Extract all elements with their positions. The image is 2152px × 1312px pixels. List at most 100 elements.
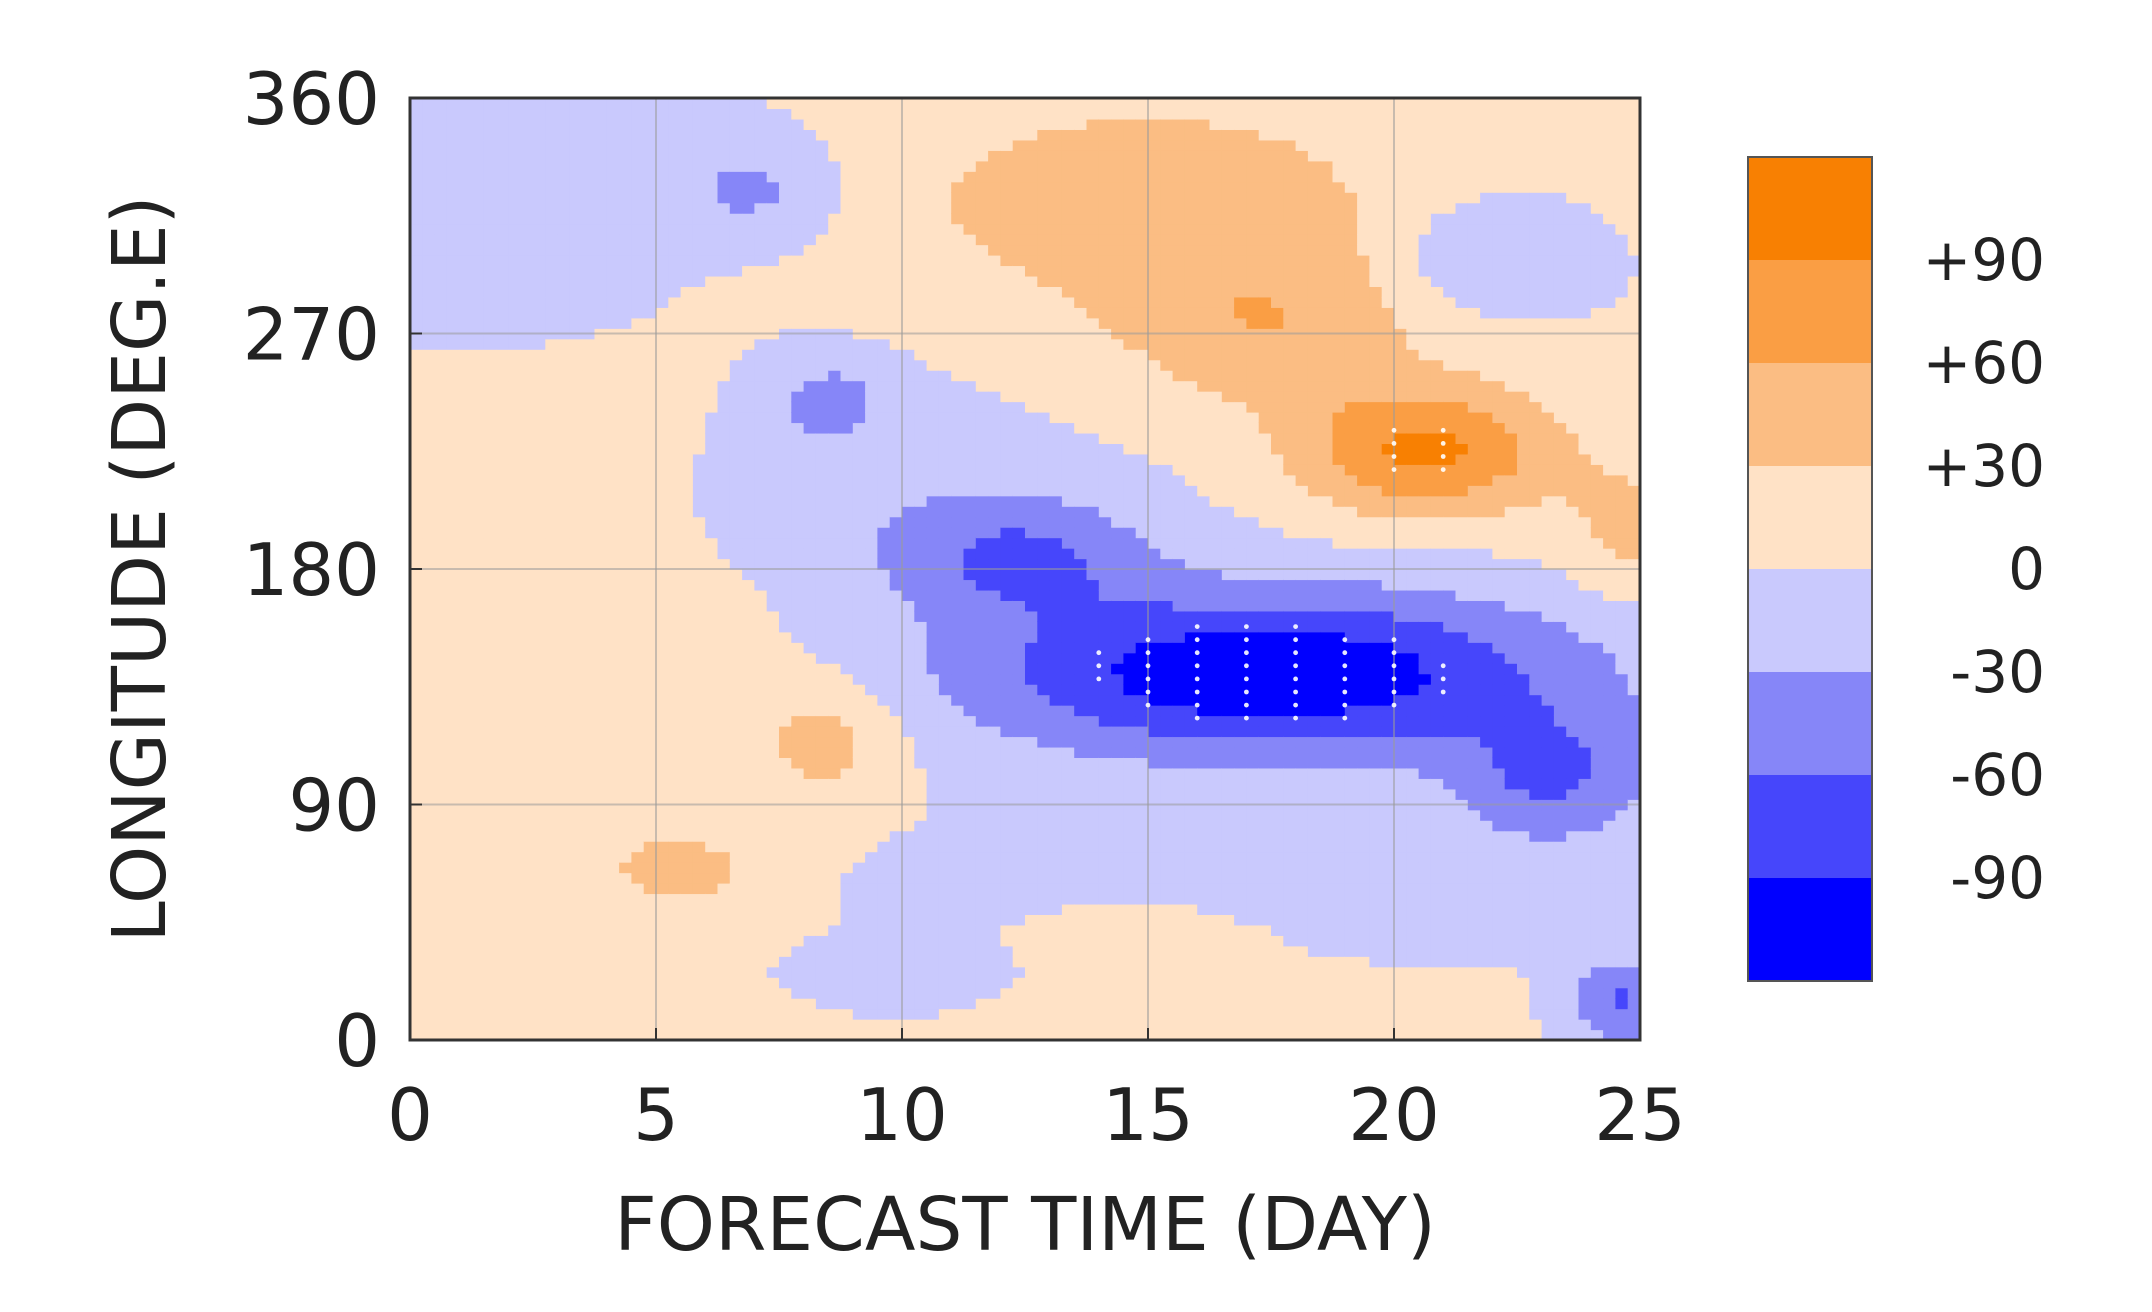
- heatmap-cell: [975, 307, 989, 319]
- heatmap-cell: [1012, 998, 1026, 1010]
- heatmap-cell: [865, 485, 878, 497]
- heatmap-cell: [779, 841, 792, 853]
- heatmap-cell: [975, 338, 989, 350]
- heatmap-cell: [1074, 558, 1088, 570]
- heatmap-cell: [938, 642, 952, 654]
- heatmap-cell: [520, 945, 534, 957]
- heatmap-cell: [803, 474, 817, 486]
- heatmap-cell: [729, 652, 743, 664]
- heatmap-cell: [791, 506, 805, 518]
- heatmap-cell: [692, 558, 706, 570]
- heatmap-cell: [1000, 506, 1014, 518]
- heatmap-cell: [742, 757, 755, 769]
- heatmap-cell: [779, 234, 792, 246]
- heatmap-cell: [729, 234, 743, 246]
- heatmap-cell: [840, 862, 854, 874]
- heatmap-cell: [668, 767, 682, 779]
- heatmap-cell: [496, 150, 509, 162]
- heatmap-cell: [656, 412, 669, 424]
- heatmap-cell: [496, 1019, 509, 1031]
- heatmap-cell: [729, 495, 743, 507]
- heatmap-cell: [779, 809, 792, 821]
- heatmap-cell: [619, 338, 632, 350]
- heatmap-cell: [410, 349, 423, 361]
- heatmap-cell: [914, 893, 928, 905]
- heatmap-cell: [1074, 935, 1088, 947]
- heatmap-cell: [434, 767, 448, 779]
- heatmap-cell: [828, 966, 842, 978]
- heatmap-cell: [988, 171, 1001, 183]
- heatmap-cell: [840, 903, 854, 915]
- heatmap-cell: [557, 192, 571, 204]
- heatmap-cell: [754, 171, 768, 183]
- heatmap-cell: [717, 1029, 731, 1041]
- heatmap-cell: [840, 307, 854, 319]
- heatmap-cell: [840, 213, 854, 225]
- heatmap-cell: [1061, 443, 1075, 455]
- heatmap-cell: [656, 715, 669, 727]
- heatmap-cell: [914, 370, 928, 382]
- heatmap-cell: [606, 778, 620, 790]
- heatmap-cell: [446, 642, 460, 654]
- heatmap-cell: [619, 893, 632, 905]
- heatmap-cell: [779, 391, 792, 403]
- heatmap-cell: [582, 129, 596, 141]
- heatmap-cell: [1086, 966, 1100, 978]
- heatmap-cell: [496, 506, 509, 518]
- heatmap-cell: [557, 956, 571, 968]
- heatmap-cell: [766, 202, 780, 214]
- heatmap-cell: [422, 841, 436, 853]
- heatmap-cell: [520, 150, 534, 162]
- heatmap-cell: [643, 370, 657, 382]
- heatmap-cell: [779, 715, 792, 727]
- heatmap-cell: [729, 610, 743, 622]
- heatmap-cell: [815, 809, 829, 821]
- heatmap-cell: [951, 956, 965, 968]
- heatmap-cell: [865, 788, 878, 800]
- heatmap-cell: [1012, 600, 1026, 612]
- heatmap-cell: [938, 181, 952, 193]
- heatmap-cell: [766, 694, 780, 706]
- heatmap-cell: [988, 307, 1001, 319]
- heatmap-cell: [656, 589, 669, 601]
- heatmap-cell: [815, 453, 829, 465]
- heatmap-cell: [1061, 495, 1075, 507]
- heatmap-cell: [840, 914, 854, 926]
- heatmap-cell: [840, 610, 854, 622]
- heatmap-cell: [594, 684, 608, 696]
- heatmap-cell: [1025, 652, 1038, 664]
- heatmap-cell: [1049, 307, 1063, 319]
- heatmap-cell: [471, 380, 485, 392]
- heatmap-cell: [446, 474, 460, 486]
- heatmap-cell: [729, 893, 743, 905]
- heatmap-cell: [557, 548, 571, 560]
- heatmap-cell: [557, 391, 571, 403]
- heatmap-cell: [988, 370, 1001, 382]
- heatmap-cell: [533, 726, 546, 738]
- heatmap-cell: [619, 1008, 632, 1020]
- heatmap-cell: [582, 945, 596, 957]
- heatmap-cell: [951, 830, 965, 842]
- heatmap-cell: [926, 945, 940, 957]
- heatmap-cell: [742, 820, 755, 832]
- heatmap-cell: [533, 705, 546, 717]
- heatmap-cell: [569, 506, 583, 518]
- heatmap-cell: [619, 987, 632, 999]
- heatmap-cell: [496, 265, 509, 277]
- heatmap-cell: [926, 118, 940, 130]
- heatmap-cell: [668, 862, 682, 874]
- heatmap-cell: [434, 464, 448, 476]
- heatmap-cell: [975, 966, 989, 978]
- heatmap-cell: [446, 286, 460, 298]
- heatmap-cell: [557, 223, 571, 235]
- heatmap-cell: [569, 118, 583, 130]
- heatmap-cell: [496, 359, 509, 371]
- heatmap-cell: [668, 820, 682, 832]
- heatmap-cell: [963, 537, 977, 549]
- heatmap-cell: [803, 830, 817, 842]
- heatmap-cell: [410, 537, 423, 549]
- heatmap-cell: [975, 757, 989, 769]
- heatmap-cell: [877, 694, 891, 706]
- heatmap-cell: [582, 914, 596, 926]
- heatmap-cell: [877, 443, 891, 455]
